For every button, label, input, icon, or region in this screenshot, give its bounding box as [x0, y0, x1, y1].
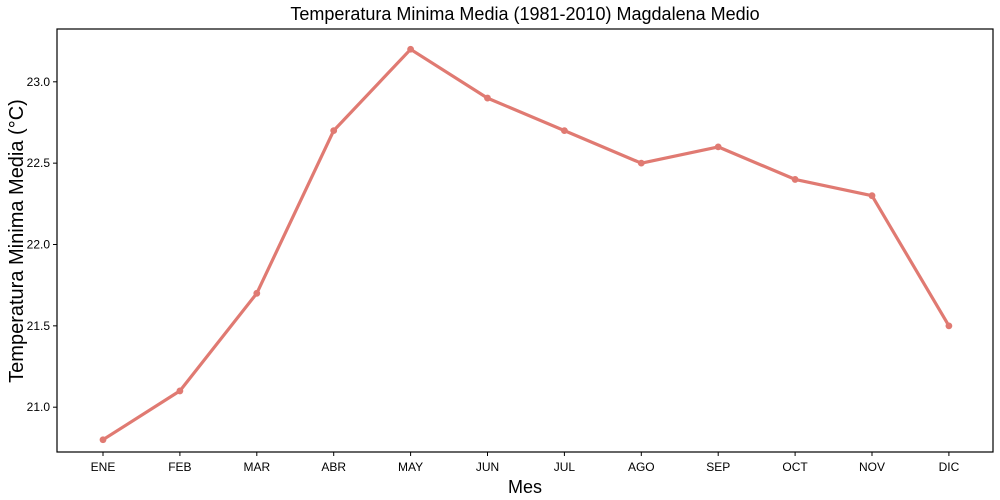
- x-axis-title: Mes: [508, 477, 542, 497]
- y-axis: 21.0 21.5 22.0 22.5 23.0: [27, 75, 57, 414]
- series-layer: [99, 45, 953, 444]
- x-tick-label: DIC: [939, 460, 960, 474]
- x-tick-label: OCT: [782, 460, 808, 474]
- data-point: [99, 436, 107, 444]
- data-point: [176, 387, 184, 395]
- y-tick-label: 22.0: [27, 238, 51, 252]
- y-tick-label: 23.0: [27, 75, 51, 89]
- data-point: [407, 45, 414, 53]
- x-tick-label: ABR: [321, 460, 346, 474]
- x-axis: ENE FEB MAR ABR MAY JUN JUL AGO SEP OCT NOV DIC: [91, 452, 960, 474]
- x-tick-label: MAY: [398, 460, 423, 474]
- x-tick-label: ENE: [91, 460, 116, 474]
- x-tick-label: MAR: [243, 460, 270, 474]
- data-point: [484, 94, 491, 102]
- x-tick-label: SEP: [706, 460, 730, 474]
- x-tick-label: FEB: [168, 460, 191, 474]
- data-point: [945, 322, 953, 330]
- data-point: [868, 192, 876, 200]
- y-tick-label: 22.5: [27, 156, 51, 170]
- data-point: [330, 127, 338, 135]
- data-point: [561, 127, 568, 135]
- y-axis-title: Temperatura Minima Media (°C): [6, 99, 28, 383]
- y-tick-label: 21.5: [27, 319, 51, 333]
- plot-panel-border: [56, 28, 994, 453]
- x-tick-label: AGO: [628, 460, 655, 474]
- data-point: [791, 176, 799, 183]
- data-point: [714, 143, 722, 151]
- x-tick-label: JUN: [476, 460, 499, 474]
- data-point: [637, 159, 645, 167]
- x-tick-label: NOV: [859, 460, 885, 474]
- chart-title: Temperatura Minima Media (1981-2010) Mag…: [290, 4, 759, 24]
- series-line: [101, 47, 951, 442]
- data-point: [253, 289, 261, 297]
- y-tick-label: 21.0: [27, 400, 51, 414]
- x-tick-label: JUL: [554, 460, 576, 474]
